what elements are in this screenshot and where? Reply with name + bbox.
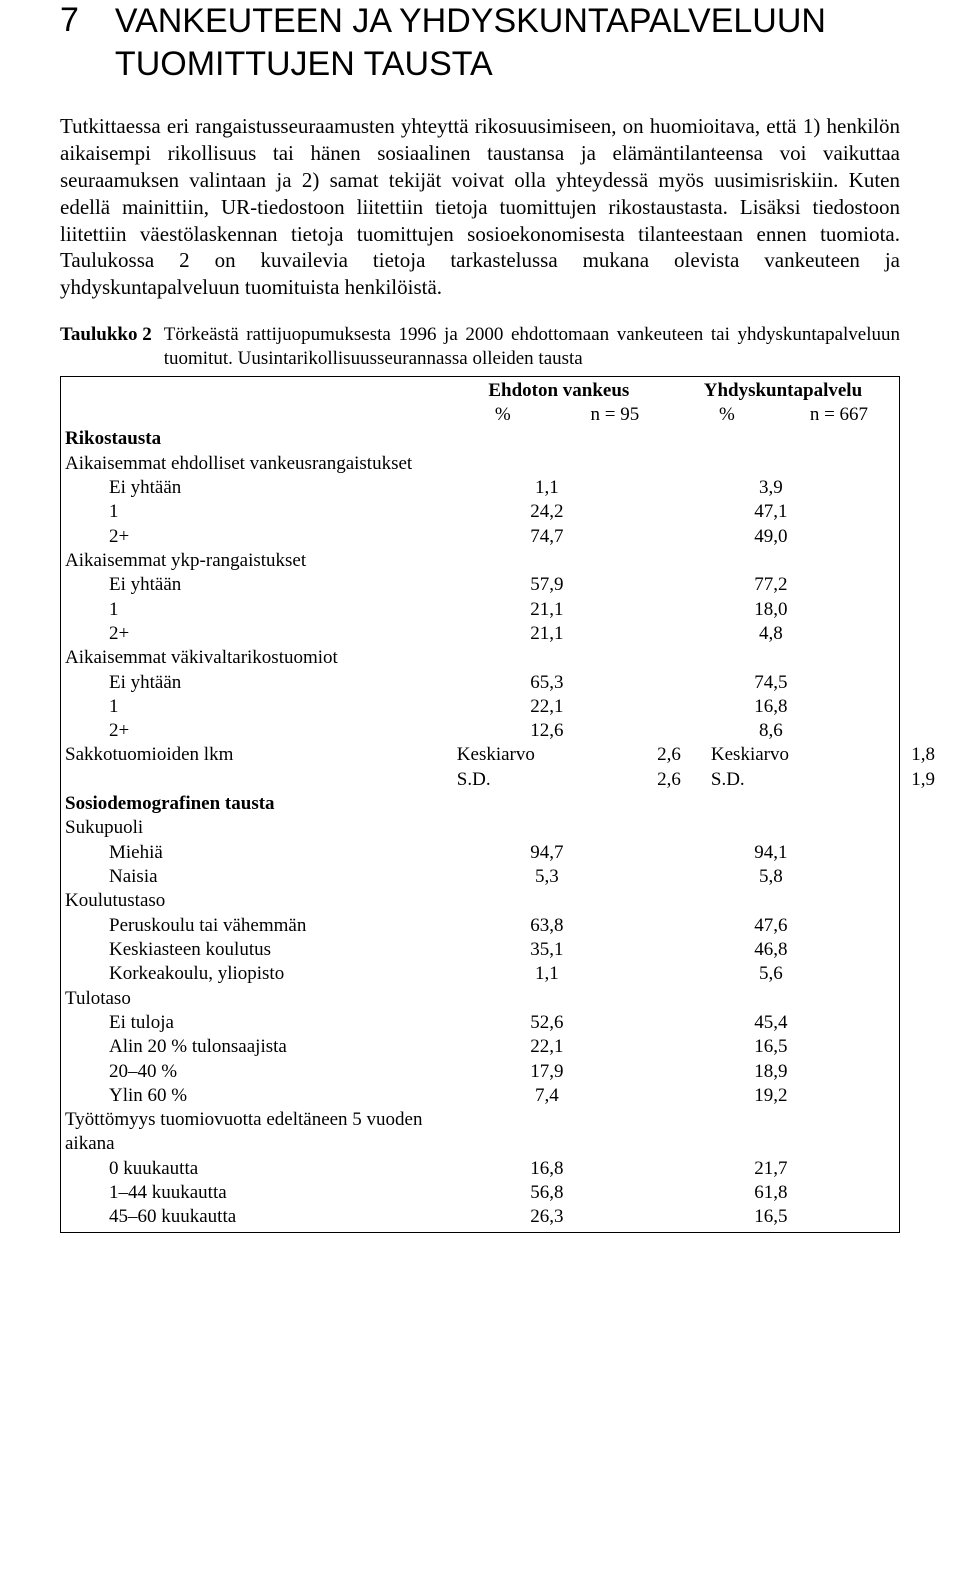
table-row: Ei yhtään57,977,2 [65, 573, 895, 597]
table-row: Aikaisemmat ehdolliset vankeusrangaistuk… [65, 452, 895, 476]
table-row: 121,118,0 [65, 598, 895, 622]
table-row: 2+21,14,8 [65, 622, 895, 646]
table-row: 124,247,1 [65, 500, 895, 524]
table-row: Sakkotuomioiden lkmKeskiarvo2,6Keskiarvo… [65, 743, 895, 767]
table-row: 0 kuukautta16,821,7 [65, 1157, 895, 1181]
table-row: Ei yhtään1,13,9 [65, 476, 895, 500]
table-row: 2+12,68,6 [65, 719, 895, 743]
section-rikostausta: Rikostausta [65, 427, 895, 451]
table-row: Koulutustaso [65, 889, 895, 913]
table-caption-text: Törkeästä rattijuopumuksesta 1996 ja 200… [164, 323, 900, 372]
table-row: Alin 20 % tulonsaajista22,116,5 [65, 1035, 895, 1059]
col2-header: Yhdyskuntapalvelu [671, 379, 895, 403]
table-row: Miehiä94,794,1 [65, 841, 895, 865]
section-sosio: Sosiodemografinen tausta [65, 792, 895, 816]
table-subheader-row: % n = 95 % n = 667 [65, 403, 895, 427]
table-row: Ylin 60 %7,419,2 [65, 1084, 895, 1108]
table-row: Korkeakoulu, yliopisto1,15,6 [65, 962, 895, 986]
table-row: 122,116,8 [65, 695, 895, 719]
table-row: 20–40 %17,918,9 [65, 1060, 895, 1084]
chapter-title: VANKEUTEEN JA YHDYSKUNTAPALVELUUN TUOMIT… [115, 0, 826, 85]
table-caption: Taulukko 2 Törkeästä rattijuopumuksesta … [60, 323, 900, 372]
table-row: Ei tuloja52,645,4 [65, 1011, 895, 1035]
table-row: Peruskoulu tai vähemmän63,847,6 [65, 914, 895, 938]
table-row: Keskiasteen koulutus35,146,8 [65, 938, 895, 962]
subheader-pct2: % [671, 403, 783, 427]
table-row: Aikaisemmat ykp-rangaistukset [65, 549, 895, 573]
subheader-pct1: % [447, 403, 559, 427]
table-header-row: Ehdoton vankeus Yhdyskuntapalvelu [65, 379, 895, 403]
chapter-heading: 7 VANKEUTEEN JA YHDYSKUNTAPALVELUUN TUOM… [60, 0, 900, 85]
chapter-title-line1: VANKEUTEEN JA YHDYSKUNTAPALVELUUN [115, 2, 826, 40]
body-paragraph: Tutkittaessa eri rangaistusseuraamusten … [60, 113, 900, 301]
table-row: 1–44 kuukautta56,861,8 [65, 1181, 895, 1205]
subheader-n2: n = 667 [783, 403, 895, 427]
table-row: Naisia5,35,8 [65, 865, 895, 889]
subheader-n1: n = 95 [559, 403, 671, 427]
chapter-number: 7 [60, 0, 79, 41]
table-row: Työttömyys tuomiovuotta edeltäneen 5 vuo… [65, 1108, 895, 1157]
data-table: Ehdoton vankeus Yhdyskuntapalvelu % n = … [60, 376, 900, 1233]
table-row: S.D.2,6S.D.1,9 [65, 768, 895, 792]
table-row: Ei yhtään65,374,5 [65, 671, 895, 695]
table-row: Sukupuoli [65, 816, 895, 840]
table-row: 2+74,749,0 [65, 525, 895, 549]
table-caption-label: Taulukko 2 [60, 323, 152, 372]
col1-header: Ehdoton vankeus [447, 379, 671, 403]
table-row: 45–60 kuukautta26,316,5 [65, 1205, 895, 1229]
table-row: Tulotaso [65, 987, 895, 1011]
table-row: Aikaisemmat väkivaltarikostuomiot [65, 646, 895, 670]
chapter-title-line2: TUOMITTUJEN TAUSTA [115, 45, 493, 83]
